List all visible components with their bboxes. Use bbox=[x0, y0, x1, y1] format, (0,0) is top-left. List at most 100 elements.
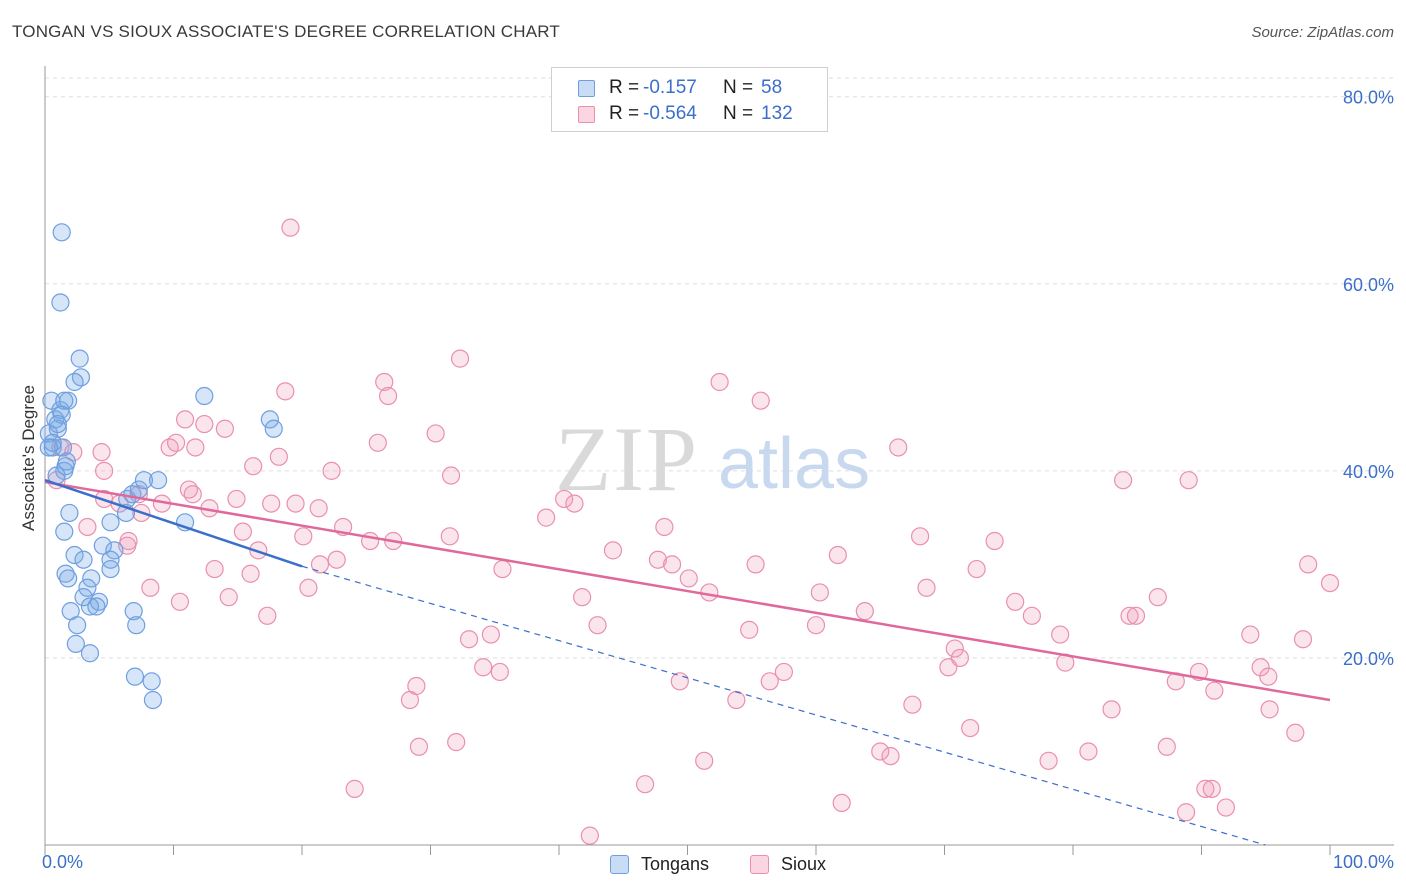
sioux-point bbox=[635, 775, 655, 794]
tongans-point bbox=[55, 522, 74, 541]
sioux-point bbox=[1126, 606, 1146, 625]
r-label: R = bbox=[609, 77, 640, 98]
sioux-point bbox=[950, 648, 970, 668]
n-value: 132 bbox=[761, 103, 793, 124]
n-label: N = bbox=[723, 77, 754, 98]
sioux-swatch bbox=[578, 105, 595, 123]
sioux-point bbox=[961, 718, 980, 738]
y-tick-label: 40.0% bbox=[1343, 462, 1394, 482]
sioux-point bbox=[175, 410, 195, 429]
tongans-point bbox=[78, 578, 97, 597]
sioux-legend-label: Sioux bbox=[781, 853, 827, 874]
sioux-point bbox=[1039, 751, 1058, 770]
tongans-point bbox=[82, 569, 101, 588]
sioux-point bbox=[588, 616, 607, 635]
source-label: Source: ZipAtlas.com bbox=[1251, 24, 1394, 41]
tongans-point bbox=[125, 667, 145, 686]
sioux-series bbox=[47, 218, 1340, 845]
watermark: ZIP atlas bbox=[555, 408, 870, 510]
legend-item-tongans[interactable]: Tongans bbox=[610, 852, 709, 876]
tongans-point bbox=[59, 569, 78, 588]
sioux-point bbox=[710, 372, 729, 392]
watermark-zip: ZIP bbox=[555, 408, 699, 510]
sioux-point bbox=[648, 550, 668, 569]
sioux-point bbox=[746, 555, 765, 574]
sioux-point bbox=[345, 779, 364, 798]
chart-title: TONGAN VS SIOUX ASSOCIATE'S DEGREE CORRE… bbox=[12, 22, 560, 41]
tongans-point bbox=[264, 419, 283, 438]
n-value: 58 bbox=[761, 77, 783, 98]
sioux-trend-line bbox=[44, 480, 1331, 702]
sioux-point bbox=[262, 494, 281, 513]
sioux-point bbox=[573, 588, 592, 607]
sioux-point bbox=[179, 480, 199, 499]
sioux-point bbox=[1251, 658, 1270, 677]
sioux-point bbox=[1051, 625, 1070, 644]
tongans-point bbox=[80, 644, 100, 663]
sioux-point bbox=[727, 690, 746, 710]
legend-item-sioux[interactable]: Sioux bbox=[750, 852, 826, 876]
y-tick-label: 20.0% bbox=[1343, 649, 1394, 669]
sioux-point bbox=[276, 382, 295, 401]
sioux-point bbox=[1079, 742, 1098, 761]
sioux-point bbox=[828, 545, 847, 565]
y-axis-title: Associate's Degree bbox=[19, 385, 38, 531]
sioux-point bbox=[310, 555, 330, 574]
sioux-point bbox=[1216, 798, 1236, 817]
sioux-point bbox=[481, 625, 500, 644]
tongans-trend-line bbox=[44, 479, 303, 568]
tongans-point bbox=[55, 391, 74, 410]
tongans-point bbox=[51, 293, 70, 312]
tongans-point bbox=[65, 545, 84, 565]
sioux-point bbox=[810, 583, 829, 602]
tongans-point bbox=[127, 616, 146, 635]
sioux-point bbox=[871, 742, 890, 761]
sioux-point bbox=[740, 620, 759, 639]
sioux-point bbox=[92, 443, 111, 462]
sioux-point bbox=[1157, 737, 1176, 756]
sioux-point bbox=[565, 494, 584, 513]
sioux-point bbox=[447, 733, 466, 752]
tongans-point bbox=[48, 419, 67, 438]
sioux-point bbox=[294, 527, 313, 546]
sioux-point bbox=[490, 662, 509, 682]
sioux-point bbox=[555, 489, 574, 509]
tongans-point bbox=[68, 616, 87, 635]
sioux-point bbox=[1260, 700, 1279, 719]
sioux-point bbox=[774, 662, 793, 682]
sioux-point bbox=[662, 555, 682, 574]
sioux-point bbox=[227, 489, 246, 509]
sioux-point bbox=[1205, 681, 1224, 700]
tongans-point bbox=[105, 541, 124, 560]
tongans-point bbox=[148, 471, 168, 490]
sioux-point bbox=[440, 527, 459, 546]
sioux-point bbox=[985, 531, 1004, 551]
tongans-point bbox=[101, 559, 120, 579]
tongans-legend-label: Tongans bbox=[641, 853, 710, 874]
tongans-legend-swatch bbox=[610, 854, 629, 874]
tongans-point bbox=[134, 471, 154, 490]
sioux-point bbox=[1241, 625, 1260, 644]
x-tick-label-min: 0.0% bbox=[42, 852, 83, 872]
sioux-point bbox=[903, 695, 922, 714]
sioux-point bbox=[670, 672, 689, 691]
sioux-point bbox=[368, 433, 387, 452]
sioux-point bbox=[244, 457, 263, 476]
sioux-point bbox=[1176, 803, 1196, 822]
stats-legend: R = -0.157 N = 58 R = -0.564 N = 132 bbox=[551, 67, 828, 132]
sioux-point bbox=[1293, 630, 1313, 649]
tongans-point bbox=[53, 438, 73, 457]
tongans-point bbox=[48, 414, 67, 434]
legend-row-sioux: R = -0.564 N = 132 bbox=[578, 102, 793, 126]
sioux-point bbox=[881, 747, 900, 766]
sioux-point bbox=[205, 559, 224, 579]
sioux-point bbox=[299, 578, 318, 597]
sioux-point bbox=[889, 438, 908, 457]
axis-labels: Associate's Degree 0.0% 100.0% 20.0% 40.0… bbox=[19, 88, 1394, 872]
tongans-point bbox=[87, 597, 106, 616]
sioux-point bbox=[286, 494, 305, 513]
sioux-point bbox=[855, 602, 874, 621]
sioux-point bbox=[655, 517, 674, 537]
sioux-point bbox=[1120, 606, 1139, 625]
r-value: -0.564 bbox=[643, 103, 697, 124]
